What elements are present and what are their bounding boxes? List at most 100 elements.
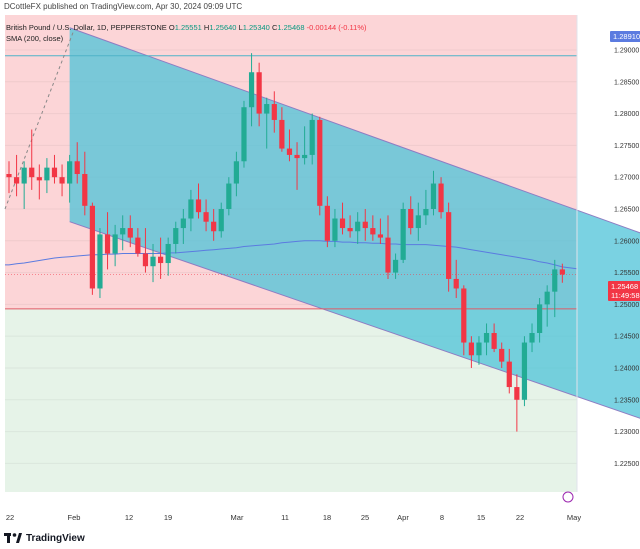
candle [309,113,315,165]
event-marker-icon [562,491,574,503]
candle-body [514,387,520,400]
candle-body [256,72,262,114]
open-label: O [168,23,175,32]
candle [6,161,12,194]
candle [127,215,133,248]
sma-200-line [5,240,578,270]
indicator-legend[interactable]: SMA (200, close) [6,34,63,43]
candle-body [218,208,224,232]
candle-body [559,269,565,275]
candle [271,91,277,133]
descending-channel[interactable] [69,27,640,441]
candle [165,237,171,276]
candle [537,298,543,343]
candle-body [332,218,338,241]
footer: TradingView [4,530,85,546]
candle-body [29,167,35,178]
candle [286,129,293,162]
candle [461,285,467,356]
candle-body [195,199,202,213]
candle-body [97,234,103,289]
candle [29,129,35,190]
candle [248,53,255,127]
brand-name: TradingView [26,532,85,544]
time-axis[interactable]: 22 Feb 12 19 Mar 11 18 25 Apr 8 15 22 May [6,513,582,522]
y-tick-label: 1.27000 [614,175,639,182]
price-axis[interactable]: 1.29000 1.28500 1.28000 1.27500 1.27000 1.265… [576,15,639,492]
candle-body [521,342,528,400]
candle-body [339,218,346,229]
high-label: H [203,23,210,32]
candle-body [408,208,414,229]
symbol-title: British Pound / U.S. Dollar, 1D, PEPPERS… [6,23,167,32]
y-tick-label: 1.25500 [614,270,639,277]
candle-body [415,215,421,229]
candle-body [150,256,156,267]
candle [264,97,270,149]
candles [6,53,565,432]
channel-upper-line [69,27,640,234]
candle [491,323,497,353]
candle [195,183,202,219]
candle [158,237,164,279]
candle [142,228,149,273]
candle [135,228,141,257]
candle [104,212,111,270]
candle-body [499,348,505,362]
candle [529,323,535,353]
close-value: 1.25468 [277,23,305,32]
x-tick-label: Apr [397,513,409,522]
open-value: 1.25551 [174,23,202,32]
candle-body [271,104,277,120]
candle-body [552,269,558,292]
high-value: 1.25640 [209,23,237,32]
candle-body [248,72,255,108]
candle-body [377,234,384,238]
candle-body [264,104,270,114]
indicator-label: SMA (200, close) [6,34,64,43]
candle [559,263,565,283]
y-tick-label: 1.28500 [614,79,639,86]
channel-lower-line [69,221,640,419]
candle-body [180,218,186,229]
candle-body [438,183,444,213]
candle [453,259,459,299]
candle-body [188,199,194,219]
chart-markers [562,491,574,503]
x-tick-label: 11 [281,513,289,522]
y-tick-label: 1.24000 [614,365,639,372]
candle [51,154,58,184]
candle [415,202,421,241]
x-tick-label: 19 [164,513,172,522]
candle-body [89,205,95,289]
y-tick-label: 1.22500 [614,461,639,468]
candle [506,348,512,394]
candle-body [355,221,361,232]
candle-body [392,259,399,273]
candle-body [453,278,459,289]
candle-body [112,234,118,254]
candle-body [59,177,65,184]
close-label: C [271,23,278,32]
candle [67,154,73,203]
candle-body [468,342,474,356]
x-tick-label: 15 [477,513,485,522]
candle [544,285,550,327]
y-tick-label: 1.23000 [614,429,639,436]
candle [173,221,179,254]
low-value: 1.25340 [242,23,270,32]
candle-body [74,161,80,174]
candle [377,218,384,244]
candle [150,243,156,283]
candle [36,164,42,200]
channel-fill [69,27,640,419]
candle [44,158,50,194]
x-tick-label: Mar [231,513,244,522]
y-tick-label: 1.25000 [614,302,639,309]
candle-body [67,161,73,184]
candle-body [165,243,171,264]
candle [233,151,239,197]
candle [13,154,20,197]
candle [324,196,330,248]
